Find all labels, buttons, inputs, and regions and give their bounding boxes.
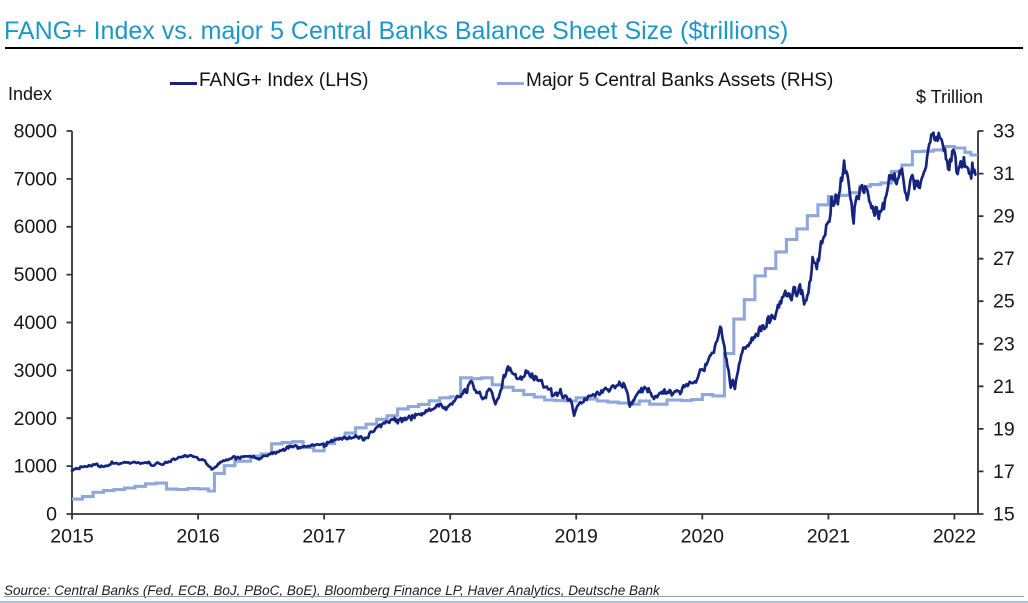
svg-text:5000: 5000	[14, 264, 58, 286]
svg-text:2022: 2022	[933, 526, 976, 548]
svg-text:8000: 8000	[14, 121, 58, 143]
svg-text:25: 25	[993, 291, 1015, 313]
svg-text:0: 0	[46, 504, 57, 526]
svg-text:7000: 7000	[14, 168, 58, 190]
svg-text:33: 33	[993, 121, 1015, 143]
svg-text:2018: 2018	[429, 526, 472, 548]
svg-text:2021: 2021	[807, 526, 850, 548]
svg-text:6000: 6000	[14, 216, 58, 238]
svg-text:2015: 2015	[50, 526, 94, 548]
svg-text:17: 17	[993, 461, 1015, 483]
svg-text:21: 21	[993, 376, 1015, 398]
svg-text:2019: 2019	[555, 526, 598, 548]
svg-text:1000: 1000	[14, 456, 58, 478]
svg-text:27: 27	[993, 248, 1015, 270]
svg-text:29: 29	[993, 206, 1015, 228]
svg-text:15: 15	[993, 504, 1015, 526]
svg-text:2016: 2016	[176, 526, 219, 548]
svg-text:23: 23	[993, 333, 1015, 355]
svg-text:2000: 2000	[14, 408, 58, 430]
svg-text:2017: 2017	[302, 526, 345, 548]
svg-text:4000: 4000	[14, 312, 58, 334]
svg-text:19: 19	[993, 418, 1015, 440]
svg-text:2020: 2020	[681, 526, 725, 548]
svg-text:3000: 3000	[14, 360, 58, 382]
svg-text:31: 31	[993, 163, 1015, 185]
